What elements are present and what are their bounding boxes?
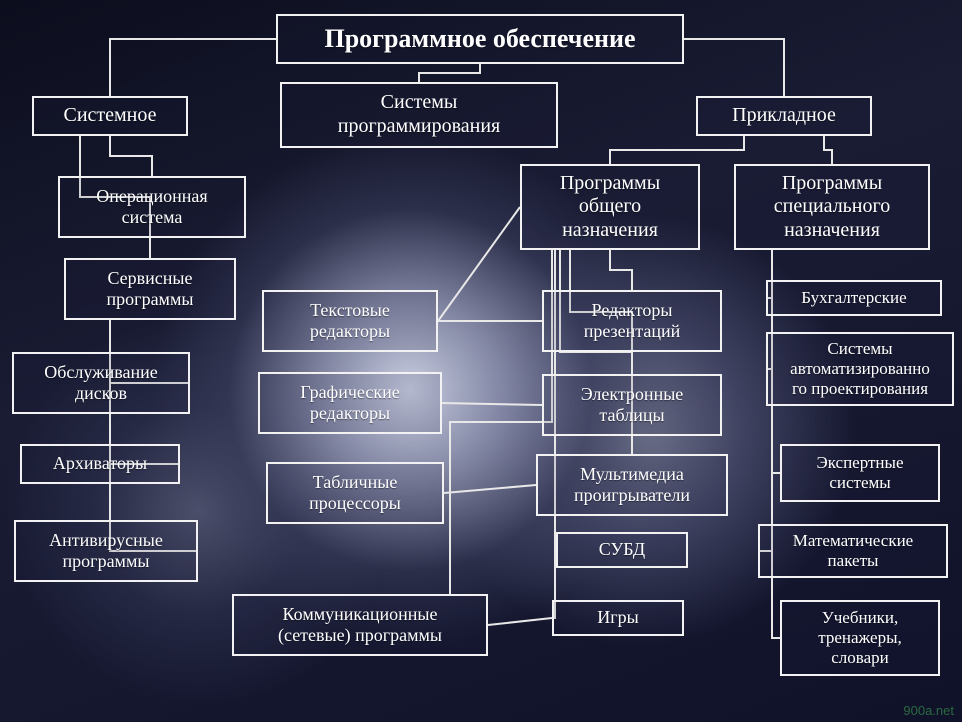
edge-general-txted [438, 207, 520, 321]
node-etab: Электронныетаблицы [542, 374, 722, 436]
edge-system-os [110, 136, 152, 176]
node-math: Математическиепакеты [758, 524, 948, 578]
node-serv: Сервисныепрограммы [64, 258, 236, 320]
node-edu: Учебники,тренажеры,словари [780, 600, 940, 676]
node-system: Системное [32, 96, 188, 136]
node-tproc: Табличныепроцессоры [266, 462, 444, 524]
node-os: Операционнаясистема [58, 176, 246, 238]
node-cad: Системыавтоматизированного проектировани… [766, 332, 954, 406]
edge-root-applied [684, 39, 784, 96]
node-subd: СУБД [556, 532, 688, 568]
node-general: Программыобщегоназначения [520, 164, 700, 250]
node-games: Игры [552, 600, 684, 636]
node-disk: Обслуживаниедисков [12, 352, 190, 414]
node-comm: Коммуникационные(сетевые) программы [232, 594, 488, 656]
edge-root-progsys [419, 64, 480, 82]
node-exp: Экспертныесистемы [780, 444, 940, 502]
edge-comm-games [488, 618, 552, 625]
edge-general-pres [610, 250, 632, 290]
node-pres: Редакторыпрезентаций [542, 290, 722, 352]
node-arch: Архиваторы [20, 444, 180, 484]
node-progsys: Системыпрограммирования [280, 82, 558, 148]
node-mmed: Мультимедиапроигрыватели [536, 454, 728, 516]
node-applied: Прикладное [696, 96, 872, 136]
node-gred: Графическиередакторы [258, 372, 442, 434]
node-acct: Бухгалтерские [766, 280, 942, 316]
watermark: 900a.net [903, 703, 954, 718]
edge-gred-etab [442, 403, 542, 405]
edge-applied-special [824, 136, 832, 164]
node-root: Программное обеспечение [276, 14, 684, 64]
node-special: Программыспециальногоназначения [734, 164, 930, 250]
node-antiv: Антивирусныепрограммы [14, 520, 198, 582]
edge-tproc-mmed [444, 485, 536, 493]
edge-general-comm [450, 250, 552, 594]
edge-root-system [110, 39, 276, 96]
node-txted: Текстовыередакторы [262, 290, 438, 352]
edge-applied-general [610, 136, 744, 164]
